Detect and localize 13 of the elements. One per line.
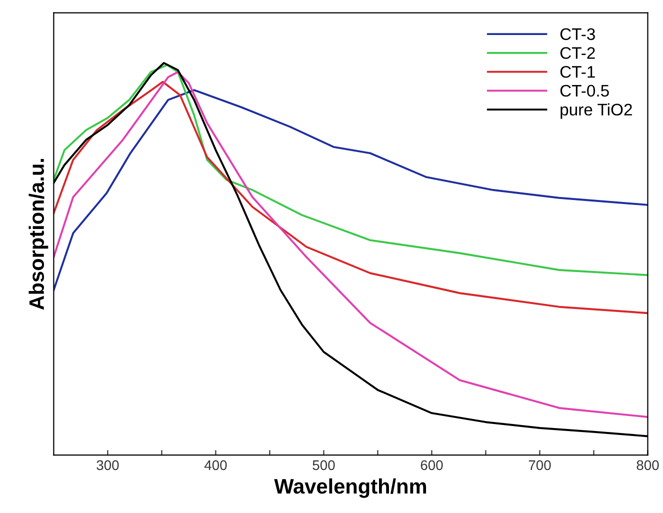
x-tick-label: 800: [636, 460, 659, 470]
legend-label: CT-1: [560, 66, 595, 78]
y-axis-title: Absorption/a.u.: [28, 158, 48, 310]
x-axis-title: Wavelength/nm: [274, 478, 426, 498]
x-tick-label: 400: [204, 460, 227, 470]
x-tick-label: 500: [312, 460, 335, 470]
x-tick-label: 600: [420, 460, 443, 470]
x-tick-label: 300: [96, 460, 119, 470]
x-tick-label: 700: [528, 460, 551, 470]
legend-label: CT-3: [560, 28, 595, 40]
legend-label: pure TiO2: [560, 103, 632, 119]
legend-label: CT-0.5: [560, 84, 609, 97]
legend-label: CT-2: [560, 47, 595, 59]
